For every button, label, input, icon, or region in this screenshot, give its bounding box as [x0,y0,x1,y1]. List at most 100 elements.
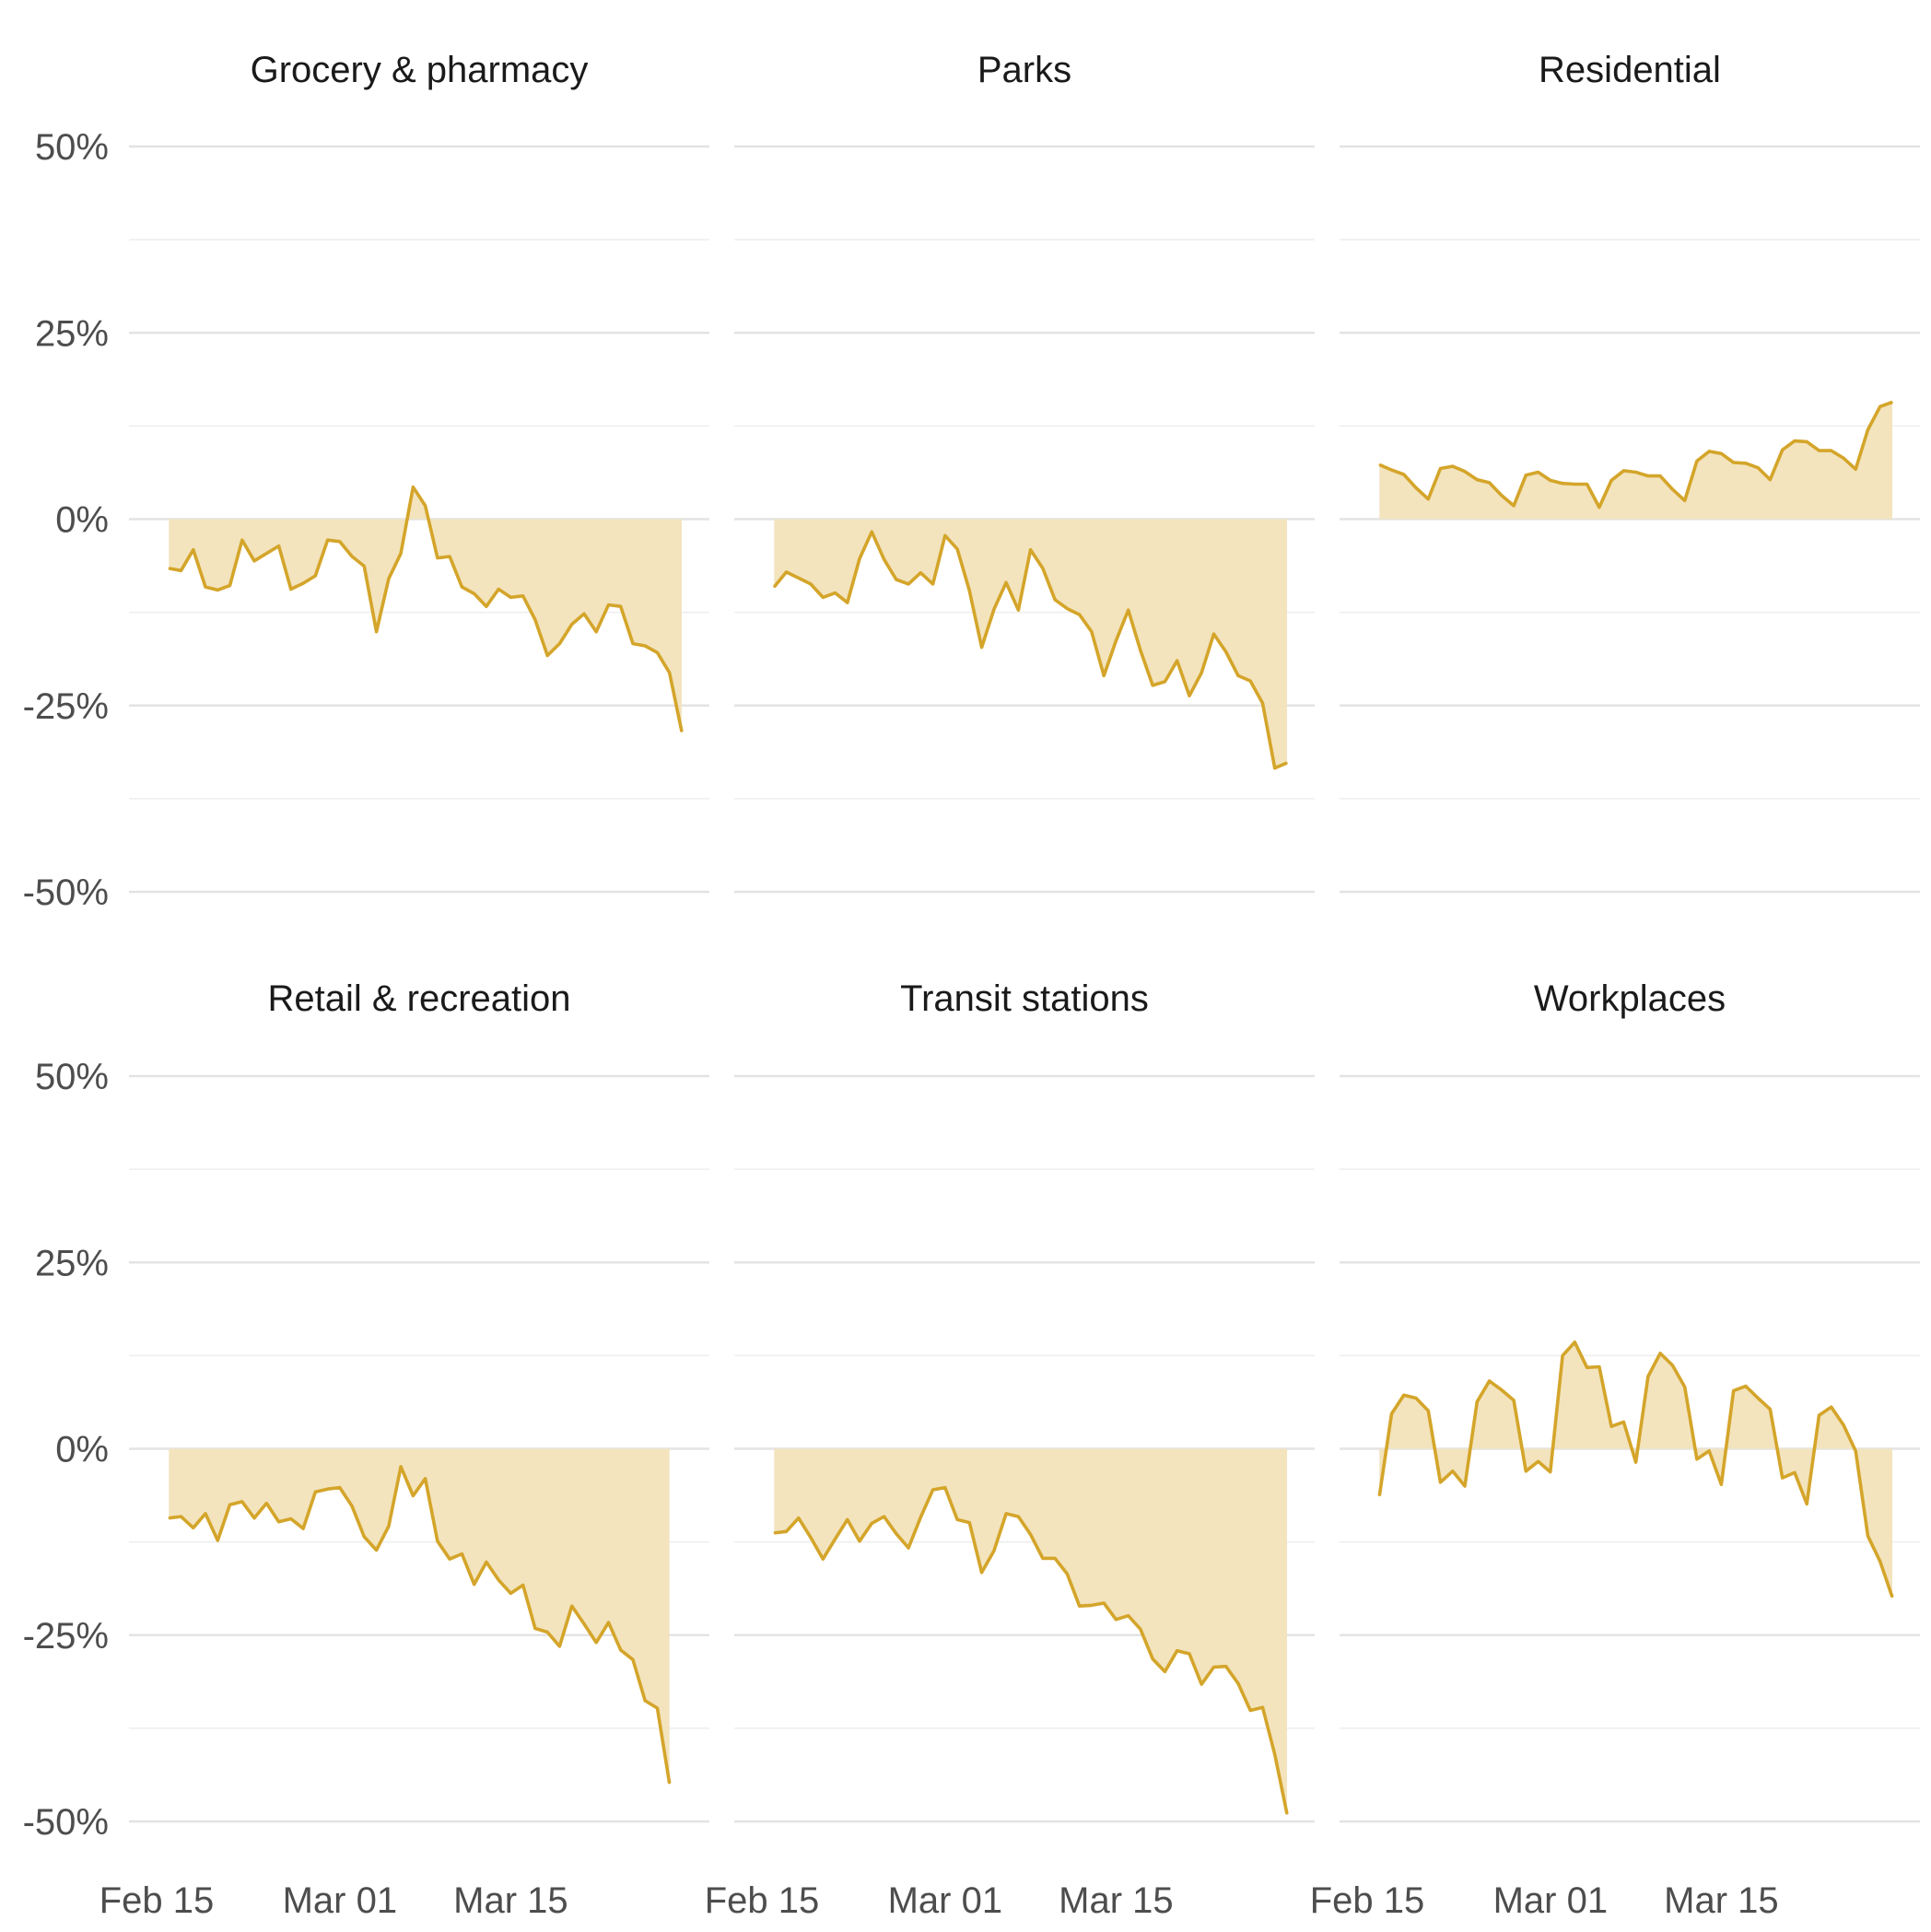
data-point [228,584,231,587]
data-point [546,1631,548,1633]
data-point [919,1516,922,1518]
data-point [810,1537,812,1539]
data-point [1830,1406,1832,1408]
data-point [497,588,499,591]
data-point [810,583,812,585]
data-point [1188,695,1190,697]
data-point [656,651,659,654]
data-point [509,596,512,599]
data-point [595,630,597,633]
data-point [1066,1573,1069,1575]
data-point [1200,672,1202,673]
data-point [1439,1481,1442,1483]
data-point [388,1525,390,1528]
data-point [1550,1470,1551,1473]
data-point [1005,1513,1007,1515]
data-point [1017,609,1020,611]
data-point [1054,1557,1056,1560]
data-point [871,1522,873,1525]
data-point [1818,1414,1820,1416]
data-point [290,1517,292,1520]
series-line [169,1465,672,1784]
data-point [1622,470,1625,472]
data-point [1127,609,1129,611]
data-point [1464,1485,1466,1487]
data-point [1152,1657,1153,1660]
data-point [521,595,524,597]
data-point [205,586,206,588]
data-point [241,1501,243,1503]
data-point [1806,1503,1808,1505]
data-point [180,1516,182,1517]
data-point [400,1466,402,1468]
data-point [461,586,463,588]
data-point [632,642,634,645]
data-point [1464,470,1466,473]
data-point [534,1627,536,1630]
data-point [1390,469,1393,471]
data-point [1224,650,1227,653]
data-point [1781,1477,1784,1479]
y-tick-label: 25% [35,313,109,354]
data-point [1078,1605,1081,1607]
data-point [822,596,825,599]
data-point [619,1649,622,1651]
data-point [1732,462,1735,463]
data-point [1757,466,1759,469]
data-point [253,1516,255,1519]
data-point [1806,440,1808,443]
data-point [1720,1483,1723,1486]
data-point [944,1486,946,1489]
data-point [1476,1400,1479,1403]
data-point [773,586,776,588]
data-point [1103,674,1105,677]
data-point [1867,428,1869,431]
panel-title: Parks [977,50,1071,90]
x-tick-label: Mar 15 [1664,1880,1779,1921]
data-point [1683,1386,1686,1388]
panel-transit-stations: Transit stations [734,978,1315,1823]
data-point [583,613,585,615]
series-area [169,486,683,732]
data-point [1017,1516,1020,1517]
data-point [1843,457,1844,460]
data-point [1855,1450,1856,1452]
data-point [375,1549,378,1551]
data-point [1671,488,1674,490]
data-point [1598,1365,1600,1368]
data-point [1574,483,1576,486]
data-point [1781,449,1784,451]
data-point [1525,1470,1527,1472]
data-point [993,1550,995,1552]
x-tick-label: Mar 01 [1493,1880,1609,1921]
data-point [375,630,378,633]
data-point [1439,467,1442,470]
x-tick-label: Feb 15 [1310,1880,1425,1921]
data-point [1757,1397,1759,1399]
data-point [437,1540,439,1542]
data-point [607,603,610,606]
data-point [980,646,983,649]
data-point [1488,482,1491,484]
panel-residential: Residential [1340,50,1920,894]
data-point [1598,506,1600,509]
data-point [424,505,427,507]
panel-retail-recreation: Retail & recreation [129,978,709,1823]
data-point [570,1605,573,1607]
data-point [1427,1410,1430,1411]
data-point [241,539,243,541]
data-point [607,1622,610,1623]
data-point [1212,1666,1215,1669]
data-point [956,548,958,550]
data-point [168,568,170,569]
data-point [1261,702,1264,705]
data-point [1273,1753,1276,1755]
data-point [595,1642,597,1644]
data-point [1488,1380,1491,1382]
data-point [1403,1394,1405,1397]
y-tick-label: -25% [23,1616,109,1657]
data-point [956,1518,958,1521]
panel-grocery-pharmacy: Grocery & pharmacy [129,50,709,894]
data-point [883,558,885,560]
data-point [339,541,341,543]
